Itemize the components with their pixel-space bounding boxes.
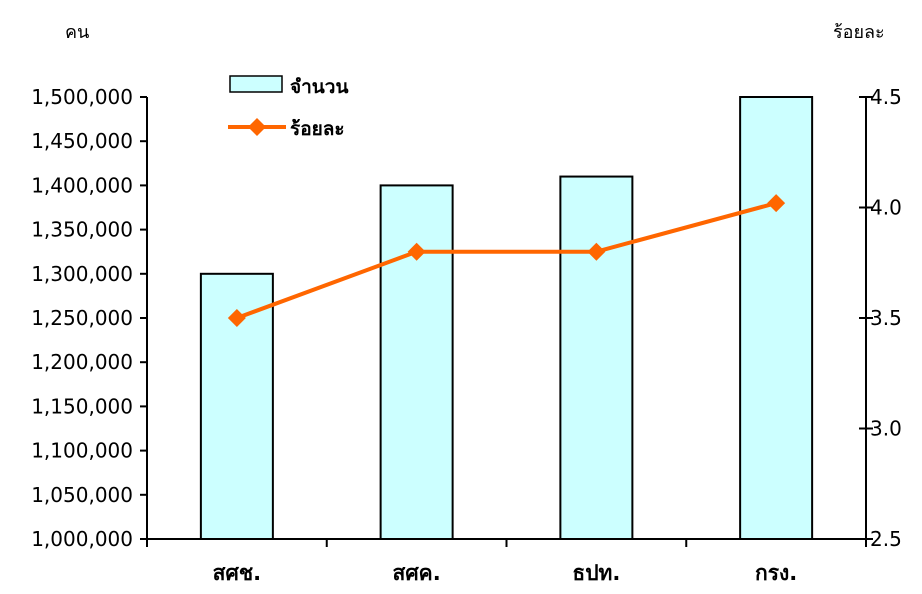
legend-bar-label: จำนวน <box>290 76 348 98</box>
legend-diamond-marker <box>248 118 266 136</box>
left-tick-label: 1,100,000 <box>31 439 133 463</box>
percent-marker-4 <box>767 194 786 213</box>
line-layer <box>227 194 786 327</box>
left-tick-label: 1,250,000 <box>31 306 133 330</box>
percent-marker-1 <box>227 309 246 327</box>
right-tick-label: 3.0 <box>870 417 902 441</box>
left-tick-label: 1,350,000 <box>31 218 133 242</box>
percent-line <box>236 201 777 320</box>
category-label: สศช. <box>213 561 261 585</box>
axes-layer: 1,000,000 1,050,000 1,100,000 1,150,000 1,20… <box>31 85 902 585</box>
left-tick-label: 1,500,000 <box>31 85 133 109</box>
category-label: สศค. <box>393 561 441 585</box>
bar-2 <box>379 184 454 540</box>
percent-marker-3 <box>587 242 606 261</box>
right-tick-label: 3.5 <box>870 306 902 330</box>
left-tick-label: 1,000,000 <box>31 527 133 551</box>
bars-layer <box>199 96 814 540</box>
bar-4 <box>739 96 814 540</box>
right-tick-label: 4.5 <box>870 85 902 109</box>
right-tick-label: 2.5 <box>870 527 902 551</box>
category-label: กรง. <box>755 561 797 585</box>
left-tick-label: 1,400,000 <box>31 173 133 197</box>
bar-3 <box>559 175 634 540</box>
legend-bar-swatch <box>229 75 283 93</box>
category-label: ธปท. <box>572 561 620 585</box>
left-tick-label: 1,200,000 <box>31 350 133 374</box>
legend-line-label: ร้อยละ <box>290 118 345 140</box>
left-tick-label: 1,150,000 <box>31 394 133 418</box>
left-tick-label: 1,050,000 <box>31 483 133 507</box>
legend: จำนวน ร้อยละ <box>228 75 348 140</box>
left-axis-unit-label: คน <box>65 22 89 43</box>
left-tick-label: 1,300,000 <box>31 262 133 286</box>
right-axis-unit-label: ร้อยละ <box>833 22 885 43</box>
right-tick-label: 4.0 <box>870 196 902 220</box>
percent-marker-2 <box>407 242 426 261</box>
left-tick-label: 1,450,000 <box>31 129 133 153</box>
